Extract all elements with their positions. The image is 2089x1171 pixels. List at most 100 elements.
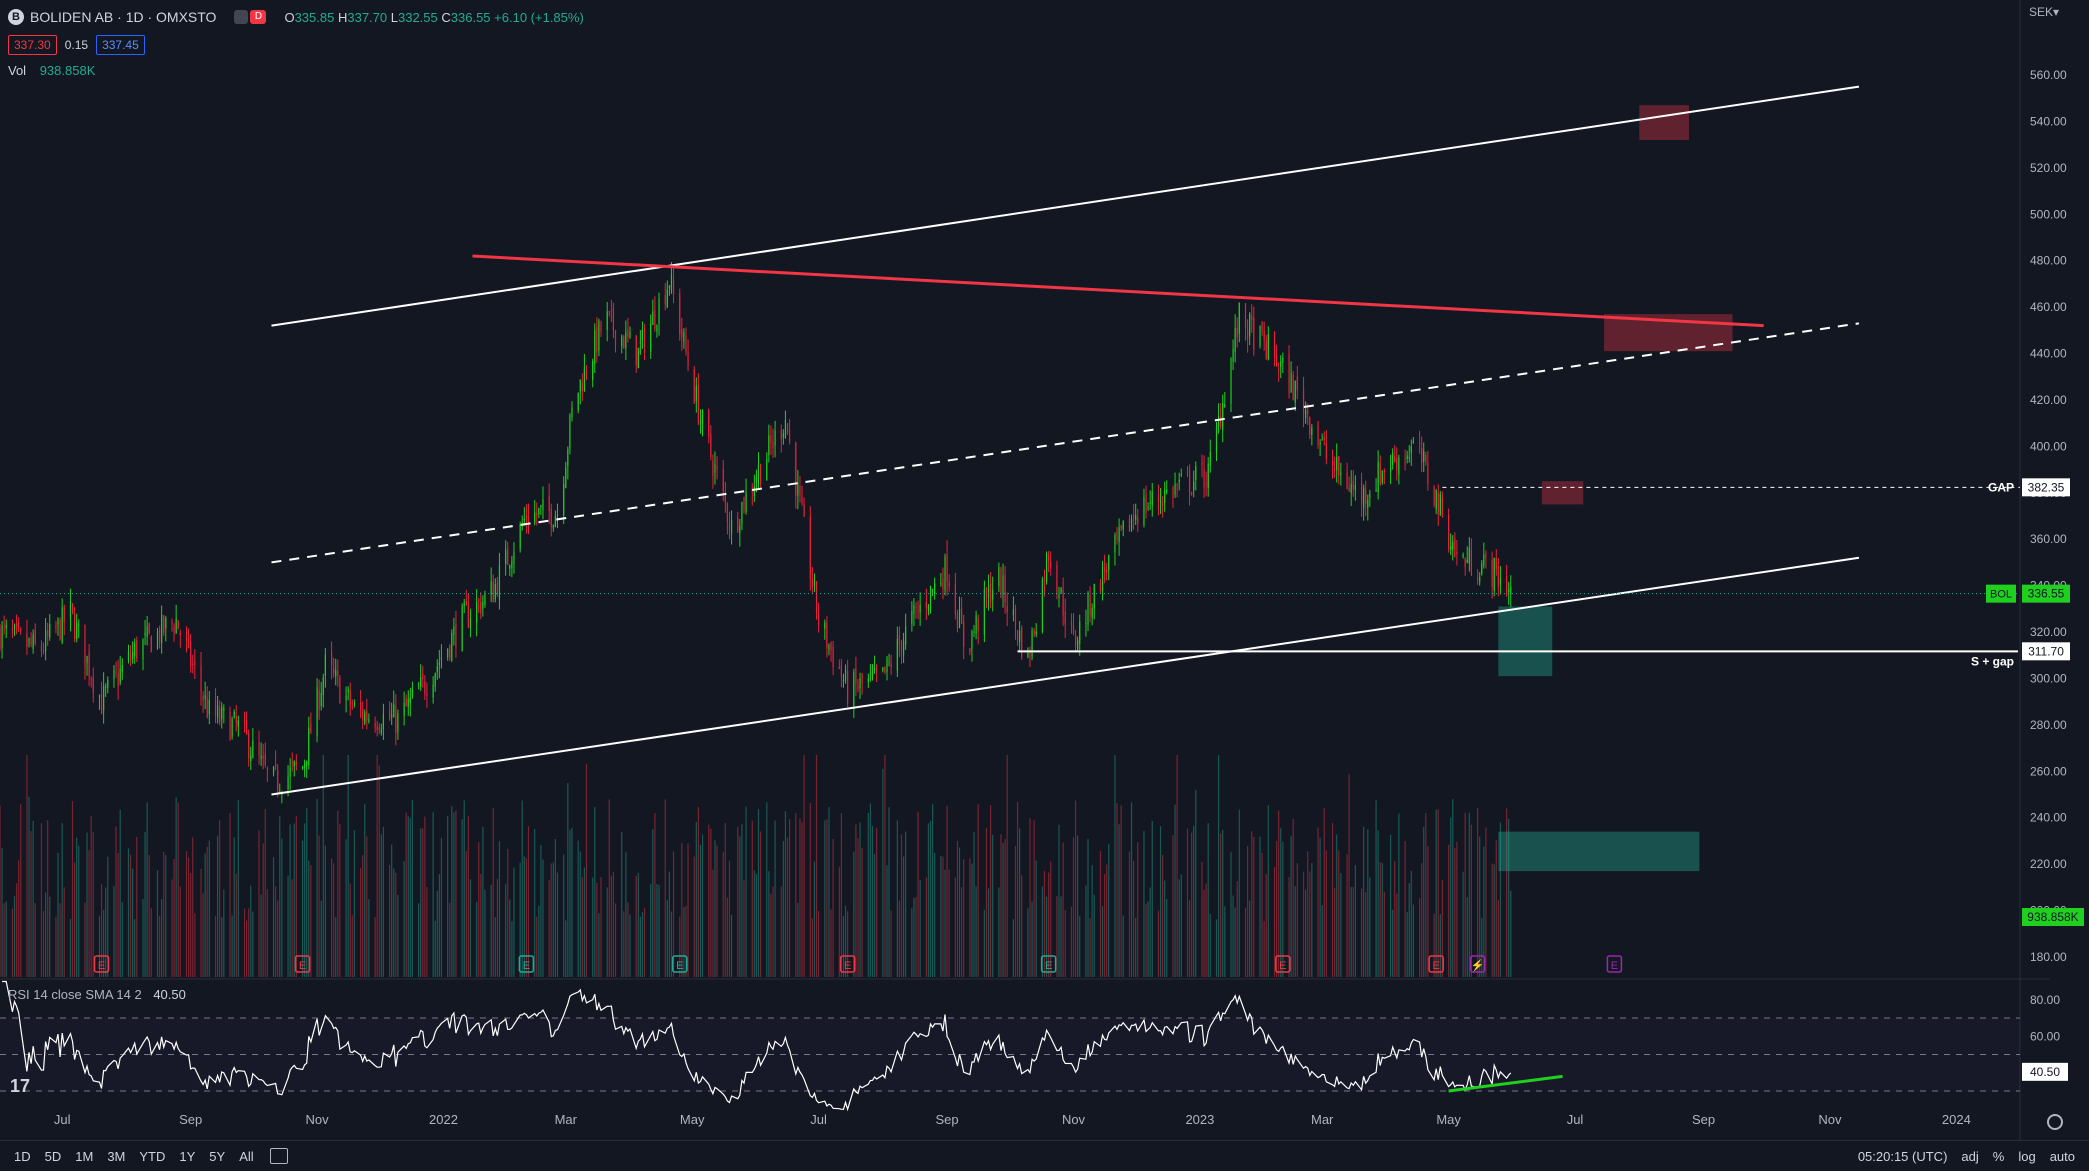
toggle-d-badge[interactable]: D bbox=[250, 10, 267, 24]
volume-bar bbox=[927, 823, 930, 977]
range-ytd[interactable]: YTD bbox=[139, 1148, 166, 1164]
legend-toggle[interactable]: D bbox=[234, 10, 267, 24]
candle-body bbox=[418, 688, 420, 690]
candle-body bbox=[1477, 578, 1479, 580]
volume-bar bbox=[467, 816, 469, 977]
range-3m[interactable]: 3M bbox=[107, 1148, 126, 1164]
range-1m[interactable]: 1M bbox=[75, 1148, 94, 1164]
volume-bar bbox=[15, 883, 18, 977]
candle-body bbox=[333, 667, 335, 674]
earnings-event-icon bbox=[1469, 955, 1486, 973]
candle-body bbox=[1367, 499, 1369, 508]
volume-bar bbox=[1377, 830, 1379, 977]
range-all[interactable]: All bbox=[239, 1148, 254, 1164]
candle-body bbox=[1205, 483, 1207, 485]
candle-body bbox=[693, 369, 695, 404]
candle-body bbox=[422, 673, 424, 679]
candle-body bbox=[258, 741, 260, 756]
gear-icon[interactable] bbox=[2047, 1114, 2063, 1130]
range-1y[interactable]: 1Y bbox=[179, 1148, 196, 1164]
candle-body bbox=[832, 646, 834, 667]
volume-bar bbox=[679, 916, 681, 977]
time-tick-label: Sep bbox=[936, 1112, 959, 1127]
candle-body bbox=[0, 628, 1, 649]
candle-body bbox=[121, 665, 123, 673]
candle-body bbox=[1002, 575, 1004, 595]
volume-bar bbox=[898, 900, 901, 977]
range-5y[interactable]: 5Y bbox=[209, 1148, 226, 1164]
volume-bar bbox=[266, 889, 268, 977]
volume-bar bbox=[627, 902, 629, 977]
price-tick-label: 280.00 bbox=[2030, 718, 2067, 732]
candle-body bbox=[757, 464, 760, 480]
volume-bar bbox=[420, 828, 422, 977]
candle-body bbox=[1114, 534, 1116, 553]
volume-bar bbox=[656, 883, 658, 977]
rsi-tick-label: 60.00 bbox=[2030, 1029, 2060, 1043]
log-toggle[interactable]: log bbox=[2018, 1148, 2036, 1164]
volume-bar bbox=[127, 848, 130, 977]
volume-bar bbox=[548, 880, 550, 977]
volume-bar bbox=[579, 851, 581, 977]
candle-body bbox=[308, 727, 310, 765]
candle-body bbox=[826, 622, 828, 648]
candle-body bbox=[969, 648, 971, 653]
range-5d[interactable]: 5D bbox=[44, 1148, 62, 1164]
volume-bar bbox=[461, 819, 463, 977]
candle-body bbox=[890, 662, 892, 668]
percent-toggle[interactable]: % bbox=[1992, 1148, 2005, 1164]
volume-bar bbox=[335, 917, 337, 977]
clock-time[interactable]: 05:20:15 (UTC) bbox=[1857, 1148, 1948, 1164]
candle-body bbox=[98, 695, 101, 698]
candle-body bbox=[409, 697, 411, 703]
candle-body bbox=[347, 689, 349, 693]
volume-bar bbox=[455, 810, 457, 977]
candle-body bbox=[132, 651, 134, 659]
candle-body bbox=[1383, 470, 1385, 472]
volume-bar bbox=[538, 906, 540, 977]
volume-bar bbox=[828, 807, 830, 977]
volume-bar bbox=[177, 802, 179, 977]
volume-tag-text: 938.858K bbox=[2027, 910, 2078, 924]
currency-selector[interactable]: SEK▾ bbox=[2028, 5, 2059, 19]
auto-toggle[interactable]: auto bbox=[2049, 1148, 2075, 1164]
tradingview-logo-icon[interactable]: 17 bbox=[10, 1076, 31, 1096]
candle-body bbox=[1479, 577, 1481, 582]
candle-body bbox=[1195, 466, 1197, 481]
toggle-left-icon[interactable] bbox=[234, 10, 249, 24]
ask-price[interactable]: 337.45 bbox=[96, 35, 145, 55]
range-1d[interactable]: 1D bbox=[14, 1148, 31, 1164]
volume-bar bbox=[1479, 836, 1481, 977]
candle-body bbox=[1497, 566, 1499, 589]
candle-body bbox=[579, 379, 581, 392]
volume-bar bbox=[728, 860, 731, 977]
volume-bar bbox=[229, 813, 231, 977]
symbol-title[interactable]: BOLIDEN AB · 1D · OMXSTO bbox=[30, 9, 217, 25]
candle-body bbox=[59, 619, 61, 640]
volume-bar bbox=[666, 900, 668, 977]
candle-body bbox=[1174, 483, 1176, 495]
candle-body bbox=[219, 708, 221, 723]
candle-body bbox=[944, 556, 946, 591]
volume-bar bbox=[440, 838, 443, 977]
candle-body bbox=[992, 589, 994, 600]
earnings-event-label: E bbox=[844, 960, 851, 972]
earnings-event-label: E bbox=[98, 960, 105, 972]
earnings-event-label: E bbox=[299, 960, 306, 972]
volume-bar bbox=[902, 856, 905, 977]
volume-bar bbox=[194, 913, 196, 977]
volume-bar bbox=[148, 855, 150, 977]
adj-toggle[interactable]: adj bbox=[1961, 1148, 1979, 1164]
candle-body bbox=[1418, 443, 1421, 445]
volume-bar bbox=[374, 917, 376, 977]
candle-body bbox=[505, 549, 507, 564]
bid-price[interactable]: 337.30 bbox=[8, 35, 57, 55]
candle-body bbox=[1019, 630, 1021, 643]
volume-bar bbox=[1116, 803, 1118, 977]
candle-body bbox=[1209, 452, 1211, 466]
volume-bar bbox=[681, 843, 683, 977]
candle-body bbox=[1016, 630, 1019, 641]
calendar-icon[interactable] bbox=[269, 1148, 288, 1164]
candle-body bbox=[884, 666, 886, 673]
